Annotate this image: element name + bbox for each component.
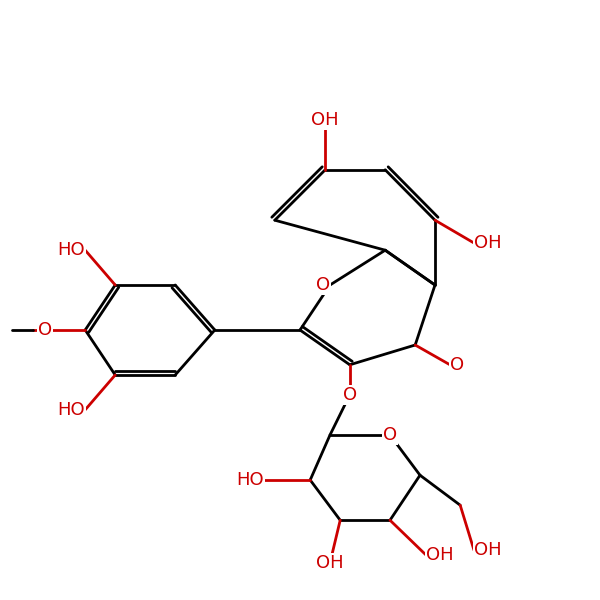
Text: O: O (343, 386, 357, 404)
Text: HO: HO (58, 241, 85, 259)
Text: O: O (383, 426, 397, 444)
Text: OH: OH (474, 234, 502, 252)
Text: O: O (38, 321, 52, 339)
Text: OH: OH (426, 546, 454, 564)
Text: OH: OH (316, 554, 344, 572)
Text: O: O (316, 276, 330, 294)
Text: OH: OH (311, 111, 339, 129)
Text: O: O (450, 356, 464, 374)
Text: HO: HO (236, 471, 264, 489)
Text: OH: OH (474, 541, 502, 559)
Text: HO: HO (58, 401, 85, 419)
